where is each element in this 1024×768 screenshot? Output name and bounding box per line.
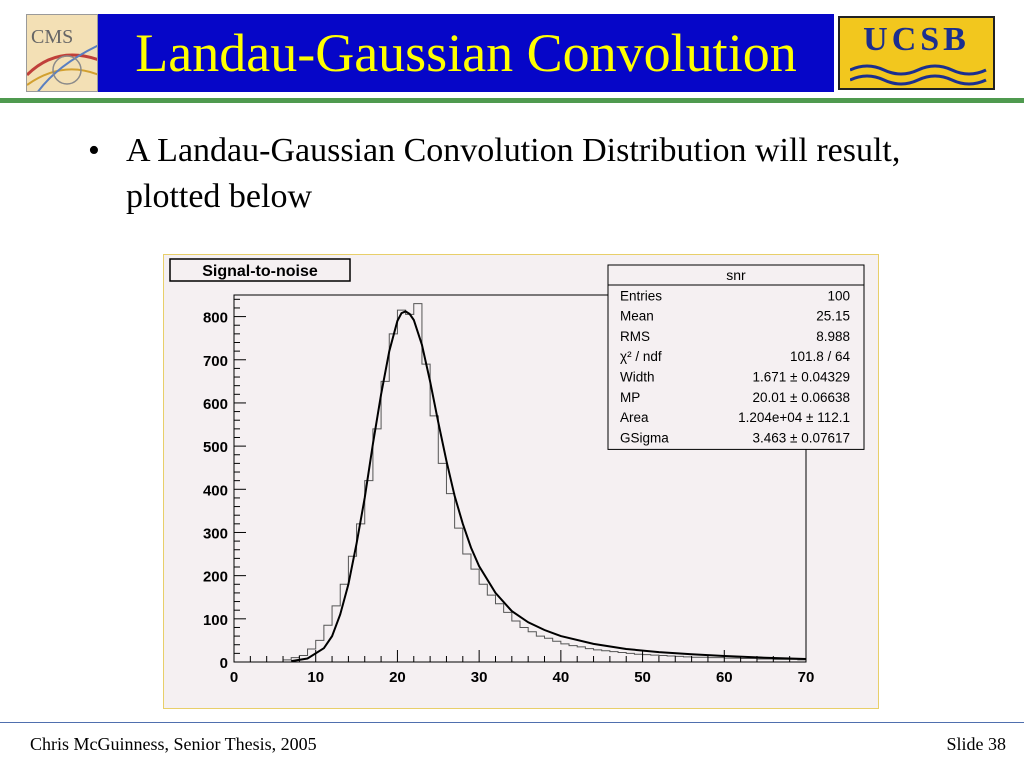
stats-row-label: Entries [620,288,662,303]
y-tick-label: 800 [203,310,228,327]
ucsb-logo-text: UCSB [863,21,970,58]
stats-row-value: 100 [827,288,850,303]
stats-box [607,264,865,450]
stats-row-value: 25.15 [816,309,850,324]
stats-row-label: RMS [620,329,650,344]
y-tick-label: 300 [203,525,228,542]
stats-row-label: GSigma [620,430,669,445]
y-tick-label: 100 [203,612,228,629]
plot-frame: 0 100 200 300 400 500 600 700 800 0 10 20 30 40 50 60 70… [163,254,879,709]
x-tick-label: 30 [471,669,488,686]
y-tick-label: 600 [203,396,228,413]
chart-title-box [169,258,351,282]
footer-slide-number: Slide 38 [946,734,1006,754]
x-tick-label: 70 [798,669,815,686]
stats-row-label: Width [620,370,655,385]
ucsb-logo: UCSB [838,16,995,90]
x-tick-label: 20 [389,669,406,686]
x-tick-label: 50 [634,669,651,686]
y-tick-label: 0 [220,655,228,672]
stats-row-value: 8.988 [816,329,850,344]
ucsb-waves-icon [850,64,987,86]
stats-row-value: 101.8 / 64 [790,349,851,364]
y-tick-label: 400 [203,482,228,499]
x-tick-label: 0 [230,669,238,686]
cms-logo-text: CMS [31,26,73,48]
x-tick-label: 40 [553,669,570,686]
bullet-text: A Landau-Gaussian Convolution Distributi… [126,132,901,215]
stats-row-label: χ² / ndf [620,349,662,364]
header-rule [0,98,1024,103]
bullet-icon: • [88,132,100,169]
stats-row-label: Mean [620,309,654,324]
footer-rule [0,722,1024,723]
snr-histogram-chart: 0 100 200 300 400 500 600 700 800 0 10 20 30 40 50 60 70… [169,258,865,686]
footer-author: Chris McGuinness, Senior Thesis, 2005 [30,734,317,754]
stats-row-value: 1.204e+04 ± 112.1 [738,410,850,425]
stats-row-label: Area [620,410,649,425]
chart-title: Signal-to-noise [202,263,318,280]
stats-box-name: snr [726,267,746,283]
x-tick-label: 10 [307,669,324,686]
slide-title: Landau-Gaussian Convolution [135,23,797,83]
stats-row-value: 1.671 ± 0.04329 [753,370,851,385]
x-tick-label: 60 [716,669,733,686]
stats-row-label: MP [620,390,640,405]
y-tick-label: 700 [203,353,228,370]
y-tick-label: 500 [203,439,228,456]
title-banner: Landau-Gaussian Convolution [98,14,834,92]
cms-logo-graphic: CMS [27,26,97,91]
y-tick-label: 200 [203,569,228,586]
fit-curve-line [291,310,807,663]
slide-header: CMS Landau-Gaussian Convolution UCSB [0,0,1024,100]
stats-row-value: 3.463 ± 0.07617 [753,430,851,445]
cms-logo: CMS [26,14,98,92]
stats-row-value: 20.01 ± 0.06638 [753,390,851,405]
